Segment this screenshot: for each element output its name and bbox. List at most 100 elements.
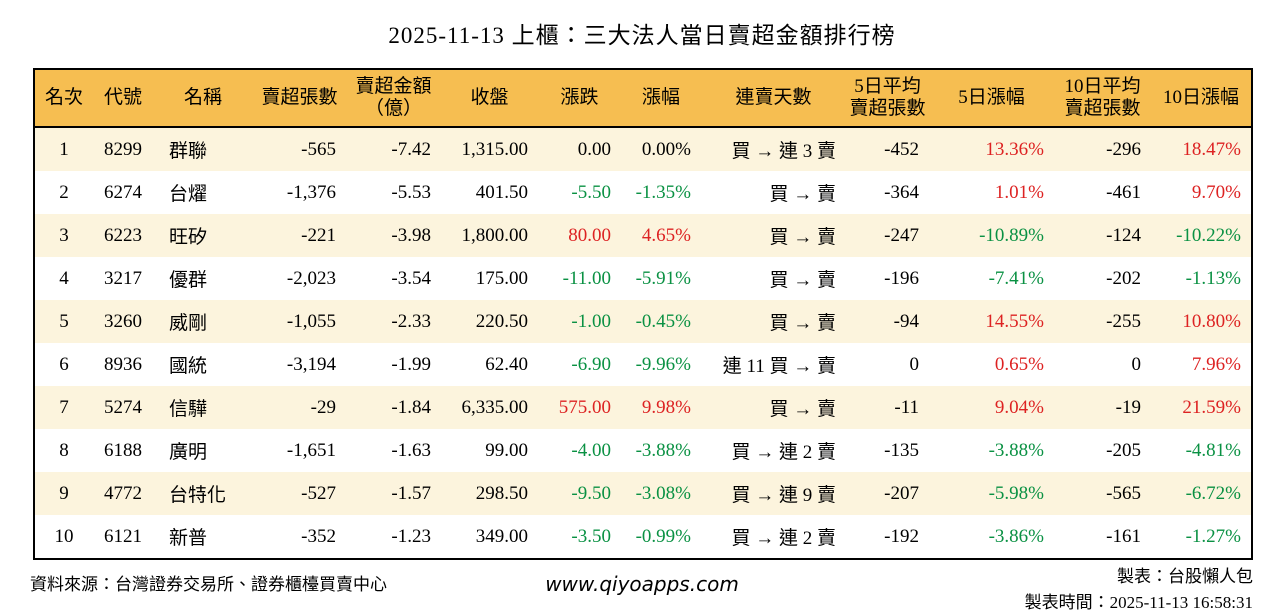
change-cell: -4.00 xyxy=(571,439,611,461)
sell-volume-cell: -1,376 xyxy=(286,181,336,203)
avg10-cell: -461 xyxy=(1106,181,1141,203)
close-cell: 6,335.00 xyxy=(461,396,529,418)
stock-name-cell: 新普 xyxy=(169,528,208,549)
close-cell: 298.50 xyxy=(475,482,528,504)
change-cell: -9.50 xyxy=(571,482,611,504)
code-cell: 8299 xyxy=(104,138,142,160)
stock-name-cell: 台燿 xyxy=(169,184,208,205)
change-pct-cell: -3.08% xyxy=(635,482,691,504)
change-pct-cell: -5.91% xyxy=(635,267,691,289)
change-pct-cell: -3.88% xyxy=(635,439,691,461)
sell-amount-cell: -1.63 xyxy=(391,439,431,461)
close-cell: 349.00 xyxy=(475,525,528,547)
pct5-cell: -3.86% xyxy=(988,525,1044,547)
avg5-cell: -364 xyxy=(884,181,919,203)
sell-amount-cell: -3.54 xyxy=(391,267,431,289)
col-header-change-pct: 漲幅 xyxy=(621,69,701,128)
col-header-sell-amount: 賣超金額 （億） xyxy=(346,69,441,128)
stock-name-cell: 廣明 xyxy=(169,442,208,463)
rank-cell: 6 xyxy=(59,353,69,375)
avg10-cell: -205 xyxy=(1106,439,1141,461)
change-pct-cell: -0.45% xyxy=(635,310,691,332)
rank-cell: 4 xyxy=(59,267,69,289)
col-header-change: 漲跌 xyxy=(538,69,621,128)
close-cell: 62.40 xyxy=(485,353,528,375)
rank-cell: 2 xyxy=(59,181,69,203)
code-cell: 3260 xyxy=(104,310,142,332)
change-cell: -1.00 xyxy=(571,310,611,332)
pct10-cell: 9.70% xyxy=(1191,181,1241,203)
avg5-cell: -452 xyxy=(884,138,919,160)
table-row: 1 8299 群聯 -565 -7.42 1,315.00 0.00 0.00%… xyxy=(34,127,1252,171)
ranking-table: 名次 代號 名稱 賣超張數 賣超金額 （億） 收盤 漲跌 漲幅 連賣天數 5日平… xyxy=(33,68,1253,560)
change-cell: 575.00 xyxy=(558,396,611,418)
stock-name-cell: 威剛 xyxy=(169,313,208,334)
change-pct-cell: -0.99% xyxy=(635,525,691,547)
col-header-pct10: 10日漲幅 xyxy=(1151,69,1252,128)
maker-credit: 製表：台股懶人包 xyxy=(1117,567,1253,586)
change-cell: -11.00 xyxy=(562,267,611,289)
pct10-cell: 21.59% xyxy=(1182,396,1241,418)
avg10-cell: 0 xyxy=(1131,353,1142,375)
pct5-cell: 9.04% xyxy=(994,396,1044,418)
close-cell: 401.50 xyxy=(475,181,528,203)
avg5-cell: -207 xyxy=(884,482,919,504)
stock-name-cell: 群聯 xyxy=(169,141,208,162)
streak-cell: 買 → 賣 xyxy=(769,313,836,334)
col-header-name: 名稱 xyxy=(153,69,253,128)
avg5-cell: -192 xyxy=(884,525,919,547)
avg5-cell: 0 xyxy=(909,353,920,375)
sell-volume-cell: -2,023 xyxy=(286,267,336,289)
rank-cell: 8 xyxy=(59,439,69,461)
col-header-pct5: 5日漲幅 xyxy=(929,69,1054,128)
change-pct-cell: 0.00% xyxy=(641,138,691,160)
pct10-cell: -6.72% xyxy=(1185,482,1241,504)
table-row: 4 3217 優群 -2,023 -3.54 175.00 -11.00 -5.… xyxy=(34,257,1252,300)
header-row: 名次 代號 名稱 賣超張數 賣超金額 （億） 收盤 漲跌 漲幅 連賣天數 5日平… xyxy=(34,69,1252,128)
streak-cell: 買 → 連 2 賣 xyxy=(731,442,836,463)
pct5-cell: 0.65% xyxy=(994,353,1044,375)
col-header-avg10: 10日平均 賣超張數 xyxy=(1054,69,1151,128)
col-header-rank: 名次 xyxy=(34,69,93,128)
stock-name-cell: 信驊 xyxy=(169,399,208,420)
pct10-cell: 10.80% xyxy=(1182,310,1241,332)
avg5-cell: -247 xyxy=(884,224,919,246)
change-pct-cell: 4.65% xyxy=(641,224,691,246)
avg10-cell: -255 xyxy=(1106,310,1141,332)
col-header-sell-volume: 賣超張數 xyxy=(253,69,346,128)
rank-cell: 7 xyxy=(59,396,69,418)
streak-cell: 買 → 賣 xyxy=(769,270,836,291)
rank-cell: 1 xyxy=(59,138,69,160)
streak-cell: 買 → 連 3 賣 xyxy=(731,141,836,162)
pct10-cell: -10.22% xyxy=(1176,224,1241,246)
website-url: www.qiyoapps.com xyxy=(545,572,739,596)
sell-volume-cell: -1,055 xyxy=(286,310,336,332)
pct10-cell: -4.81% xyxy=(1185,439,1241,461)
table-row: 8 6188 廣明 -1,651 -1.63 99.00 -4.00 -3.88… xyxy=(34,429,1252,472)
sell-amount-cell: -5.53 xyxy=(391,181,431,203)
col-header-streak: 連賣天數 xyxy=(701,69,846,128)
sell-amount-cell: -2.33 xyxy=(391,310,431,332)
sell-amount-cell: -1.84 xyxy=(391,396,431,418)
pct10-cell: -1.13% xyxy=(1185,267,1241,289)
code-cell: 3217 xyxy=(104,267,142,289)
change-cell: -6.90 xyxy=(571,353,611,375)
avg5-cell: -94 xyxy=(893,310,919,332)
sell-volume-cell: -527 xyxy=(301,482,336,504)
sell-volume-cell: -352 xyxy=(301,525,336,547)
sell-volume-cell: -221 xyxy=(301,224,336,246)
streak-cell: 買 → 賣 xyxy=(769,184,836,205)
stock-name-cell: 優群 xyxy=(169,270,208,291)
close-cell: 1,800.00 xyxy=(461,224,529,246)
rank-cell: 3 xyxy=(59,224,69,246)
code-cell: 6223 xyxy=(104,224,142,246)
sell-amount-cell: -1.23 xyxy=(391,525,431,547)
change-pct-cell: 9.98% xyxy=(641,396,691,418)
col-header-close: 收盤 xyxy=(441,69,538,128)
avg10-cell: -565 xyxy=(1106,482,1141,504)
change-pct-cell: -9.96% xyxy=(635,353,691,375)
code-cell: 5274 xyxy=(104,396,142,418)
close-cell: 1,315.00 xyxy=(461,138,529,160)
change-cell: -5.50 xyxy=(571,181,611,203)
